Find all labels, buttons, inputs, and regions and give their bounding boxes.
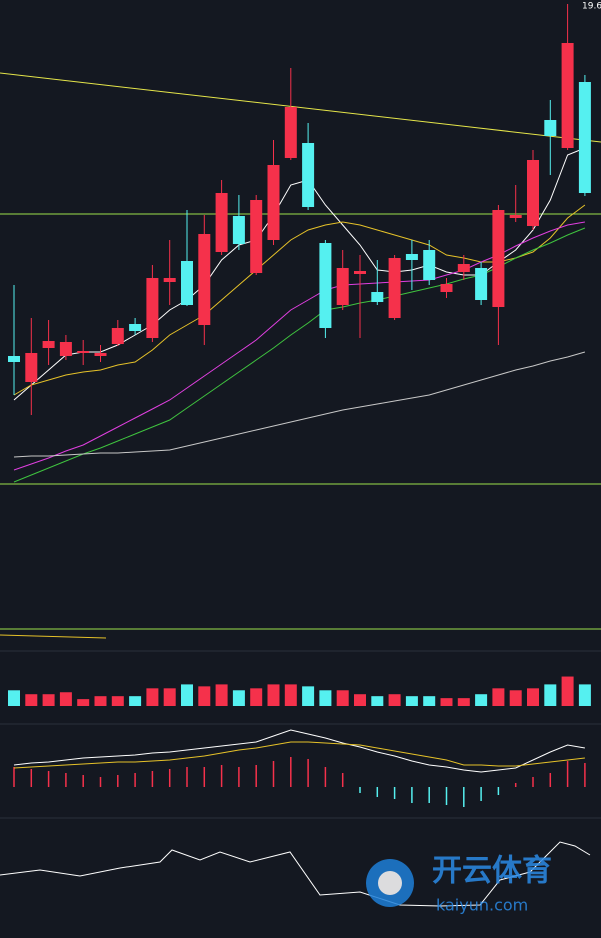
volume-bar [405, 696, 418, 706]
candle-body [163, 278, 176, 282]
candle-body [25, 353, 38, 382]
candle-body [146, 278, 159, 338]
volume-bar [198, 686, 211, 706]
candle-body [250, 200, 263, 273]
candle-body [215, 193, 228, 252]
candle-body [457, 264, 470, 272]
volume-bar [267, 684, 280, 706]
indicator-line [0, 634, 107, 639]
candle-body [319, 243, 332, 328]
dif-line [13, 729, 585, 773]
volume-bar [42, 694, 55, 706]
candle-body [94, 353, 107, 356]
candle-body [509, 215, 522, 218]
volume-bar [371, 696, 384, 706]
candle-body [181, 261, 193, 305]
volume-bar [302, 686, 315, 706]
candle-body [405, 254, 418, 260]
volume-bar [59, 692, 72, 706]
volume-bar [181, 684, 193, 706]
watermark: 开云体育 kaiyun.com [366, 854, 552, 915]
volume-bar [94, 696, 107, 706]
moving-average [13, 351, 586, 458]
candle-body [354, 271, 366, 274]
indicator-line [0, 841, 591, 907]
volume-bar [561, 676, 574, 706]
volume-bar [250, 688, 263, 706]
volume-bar [475, 694, 488, 706]
candle-body [440, 284, 453, 292]
price-annotation: 19.6 [582, 2, 601, 12]
volume-bar [163, 688, 176, 706]
volume-bar [492, 688, 505, 706]
candle-body [267, 165, 280, 240]
moving-average [13, 221, 585, 471]
candle-body [371, 292, 384, 302]
volume-bar [457, 698, 470, 706]
candle-body [527, 160, 539, 226]
candle-body [544, 120, 557, 136]
volume-bar [578, 684, 591, 706]
candle-body [561, 43, 574, 148]
moving-average [13, 227, 586, 483]
candle-body [59, 342, 72, 356]
candle-body [129, 324, 142, 331]
candle-body [284, 107, 297, 158]
volume-bar [215, 684, 228, 706]
candle-body [232, 216, 245, 244]
candle-body [77, 351, 90, 353]
volume-bar [77, 699, 90, 706]
volume-bar [111, 696, 124, 706]
volume-bar [544, 684, 557, 706]
candle-body [42, 341, 55, 348]
volume-bar [129, 696, 142, 706]
volume-bar [336, 690, 349, 706]
candle-body [198, 234, 211, 325]
candle-body [578, 82, 591, 193]
dea-line [13, 741, 585, 769]
candle-body [111, 328, 124, 344]
volume-bar [284, 684, 297, 706]
logo-ball [378, 871, 402, 895]
candle-body [336, 268, 349, 305]
candle-body [475, 268, 488, 300]
volume-bar [25, 694, 38, 706]
candle-body [8, 356, 20, 362]
volume-bar [423, 696, 436, 706]
moving-average [13, 204, 586, 396]
volume-bar [354, 694, 366, 706]
volume-bar [527, 688, 539, 706]
moving-average [13, 147, 586, 401]
volume-bar [8, 690, 20, 706]
trend-line [0, 72, 601, 143]
volume-bar [232, 690, 245, 706]
volume-bar [319, 690, 332, 706]
candle-body [388, 258, 401, 318]
candle-body [302, 143, 315, 207]
watermark-url: kaiyun.com [436, 896, 528, 915]
candle-body [423, 250, 436, 280]
candle-body [492, 210, 505, 307]
watermark-text: 开云体育 [432, 854, 552, 889]
volume-bar [509, 690, 522, 706]
volume-bar [146, 688, 159, 706]
volume-bar [388, 694, 401, 706]
volume-bar [440, 698, 453, 706]
